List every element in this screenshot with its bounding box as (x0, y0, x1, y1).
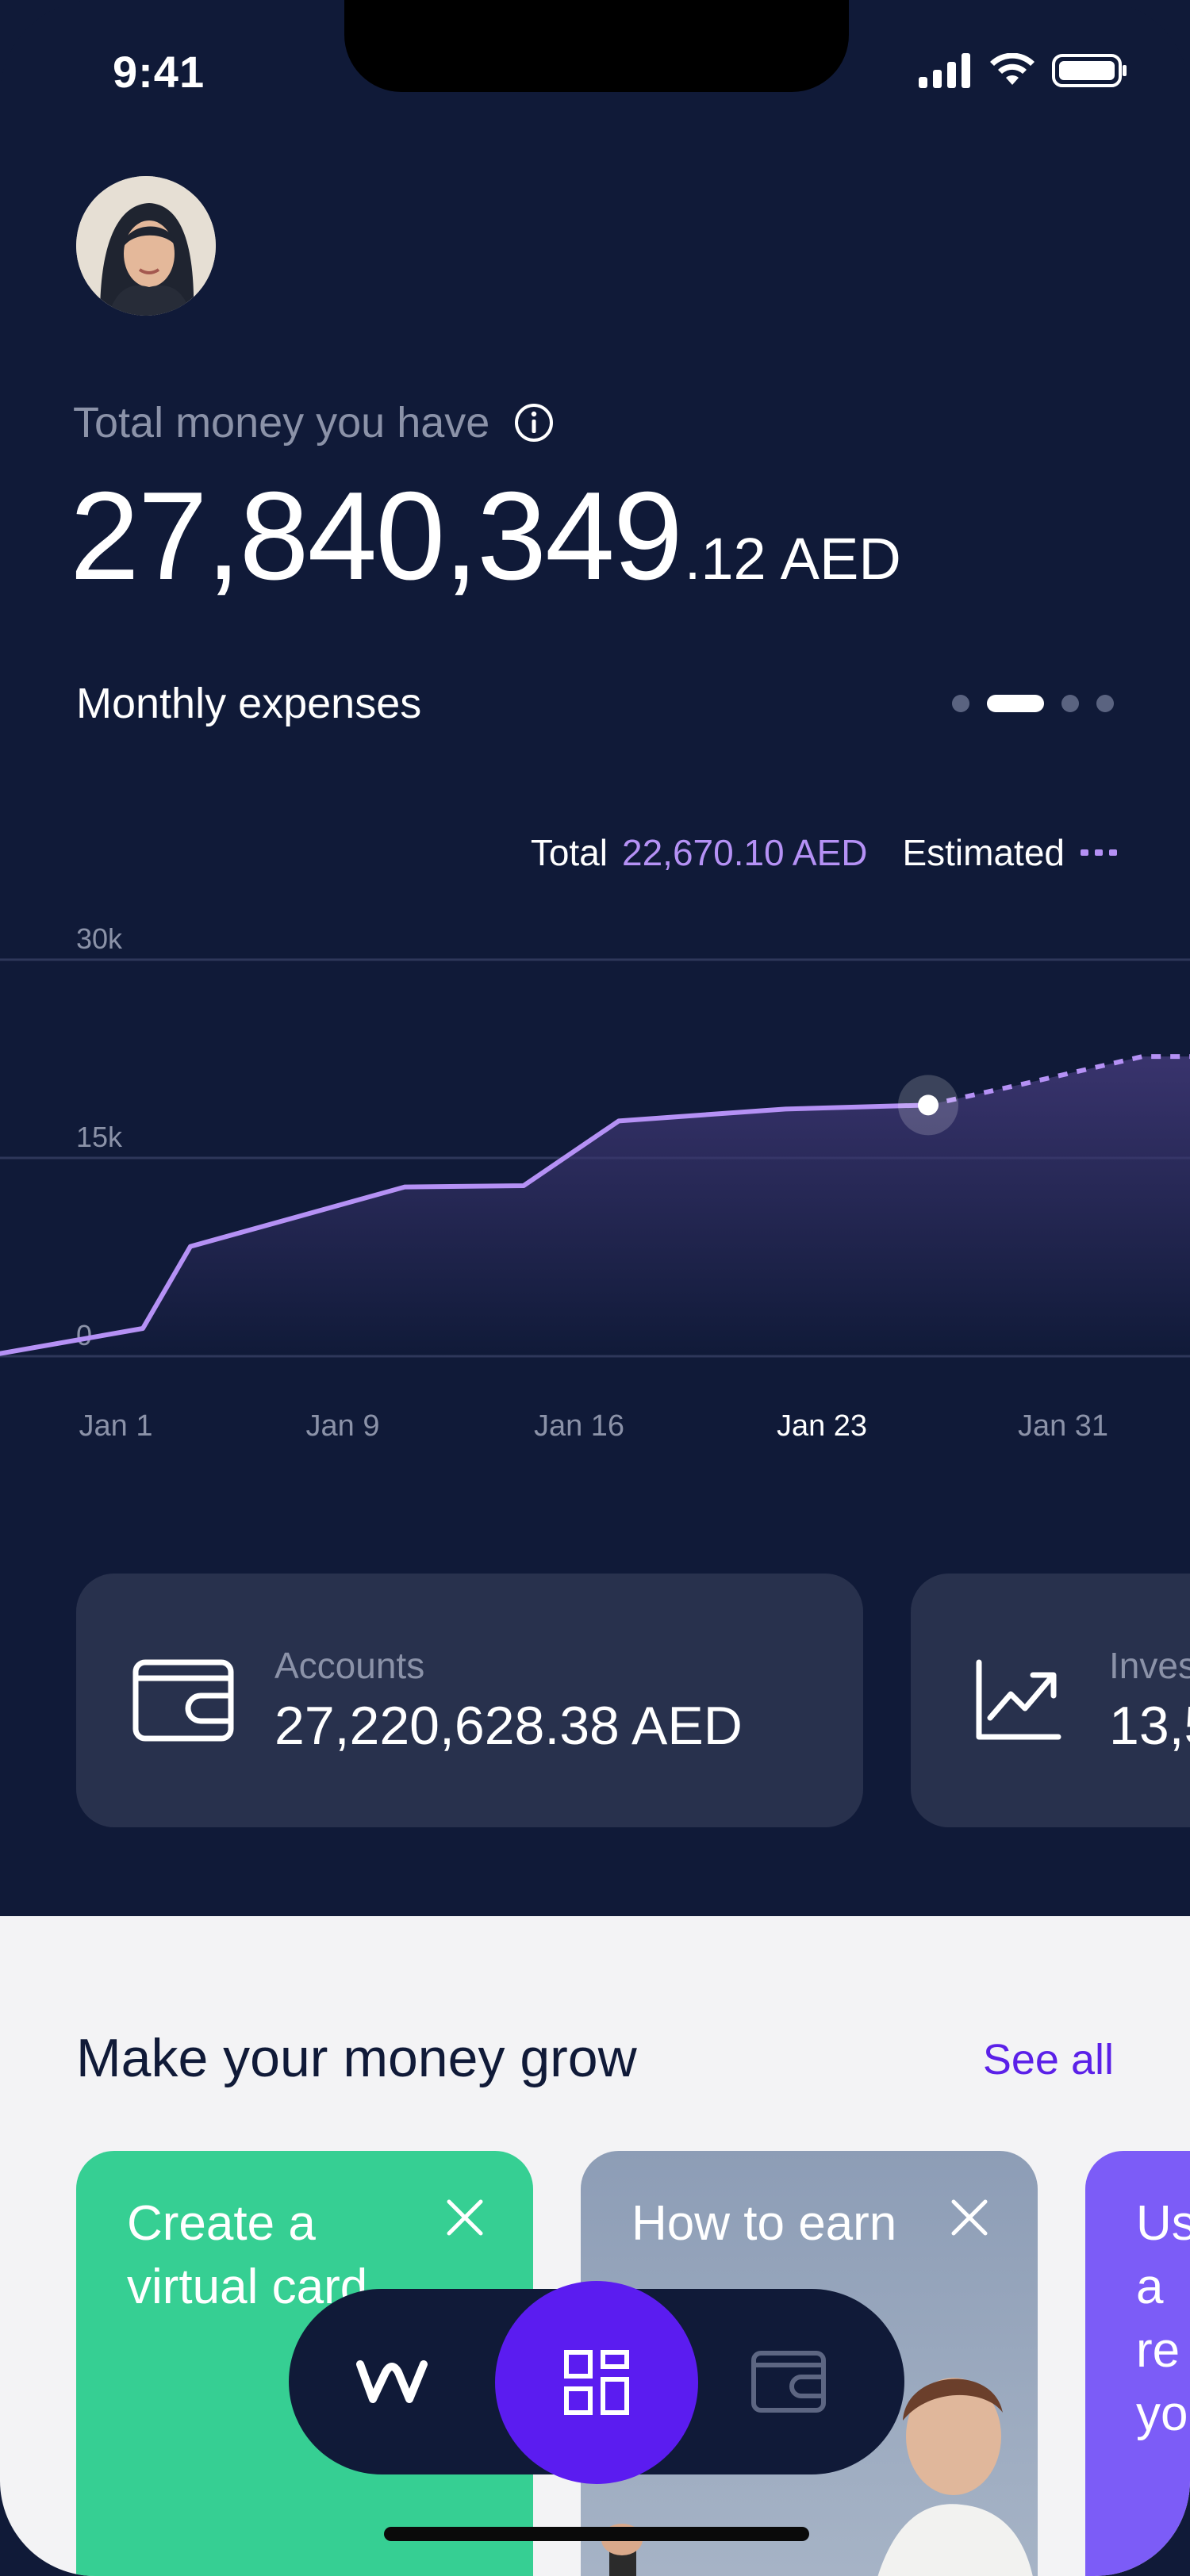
legend-total-value: 22,670.10 AED (622, 832, 868, 873)
home-indicator (384, 2527, 809, 2541)
device-notch (344, 0, 849, 92)
total-money-label: Total money you have (73, 398, 555, 447)
wallet-icon (132, 1657, 235, 1744)
pager-dot[interactable] (952, 695, 969, 712)
accounts-card[interactable]: Accounts 27,220,628.38 AED (76, 1574, 863, 1827)
total-amount: 27,840,349 .12 AED (70, 465, 901, 608)
avatar-photo (76, 176, 216, 316)
total-amount-integer: 27,840,349 (70, 466, 683, 606)
signal-icon (919, 53, 970, 88)
bottom-nav (289, 2281, 904, 2484)
monthly-expenses-title: Monthly expenses (76, 680, 422, 727)
y-tick-label: 30k (76, 922, 123, 955)
info-icon[interactable] (513, 402, 555, 443)
grow-section-title: Make your money grow (76, 2028, 637, 2088)
nav-dashboard-button[interactable] (495, 2281, 698, 2484)
chart-area (0, 1056, 1190, 1356)
total-amount-currency: AED (780, 526, 901, 592)
home-logo-icon (356, 2360, 428, 2403)
series-line-estimated (927, 1054, 1190, 1108)
accounts-value: 27,220,628.38 AED (274, 1696, 743, 1756)
total-money-label-text: Total money you have (73, 399, 490, 447)
status-time: 9:41 (113, 47, 205, 97)
promo-card-use-a-re[interactable]: Use a re you (1085, 2151, 1190, 2576)
accounts-label: Accounts (274, 1645, 425, 1686)
see-all-link[interactable]: See all (982, 2036, 1114, 2083)
investments-value: 13,5 (1109, 1696, 1190, 1756)
promo-title: Use a re you (1136, 2196, 1190, 2441)
investments-label: Inves (1109, 1645, 1190, 1686)
battery-icon (1052, 54, 1127, 87)
pager-dot[interactable] (987, 695, 1044, 712)
x-tick-label: Jan 1 (79, 1409, 153, 1443)
chart-legend: Total 22,670.10 AED Estimated (531, 831, 1117, 874)
nav-home-button[interactable] (336, 2289, 447, 2474)
legend-estimated-label: Estimated (902, 832, 1065, 873)
series-line-actual (0, 1102, 931, 1356)
wifi-icon (990, 53, 1035, 85)
nav-wallet-button[interactable] (733, 2289, 844, 2474)
status-icons (919, 52, 1128, 89)
pager-dot[interactable] (1061, 695, 1079, 712)
close-icon[interactable] (444, 2197, 486, 2238)
current-point (918, 1094, 939, 1116)
promo-title: Create a virtual card (127, 2196, 368, 2314)
legend-total-label: Total (530, 832, 608, 873)
x-tick-label: Jan 31 (1018, 1409, 1108, 1443)
promo-title: How to earn (631, 2196, 897, 2251)
x-tick-label: Jan 23 (777, 1409, 867, 1443)
total-amount-decimal: .12 (684, 526, 766, 592)
avatar[interactable] (76, 176, 216, 316)
x-tick-label: Jan 9 (306, 1409, 380, 1443)
dashboard-icon (564, 2350, 629, 2415)
close-icon[interactable] (949, 2197, 990, 2238)
wallet-icon (751, 2351, 826, 2413)
pager-dot[interactable] (1096, 695, 1114, 712)
legend-estimated-dash (1081, 849, 1117, 856)
chart-growth-icon (966, 1657, 1069, 1744)
x-tick-label: Jan 16 (534, 1409, 624, 1443)
investments-card[interactable]: Inves 13,5 (911, 1574, 1190, 1827)
chart-pager[interactable] (952, 695, 1114, 712)
y-tick-label: 15k (76, 1121, 123, 1153)
